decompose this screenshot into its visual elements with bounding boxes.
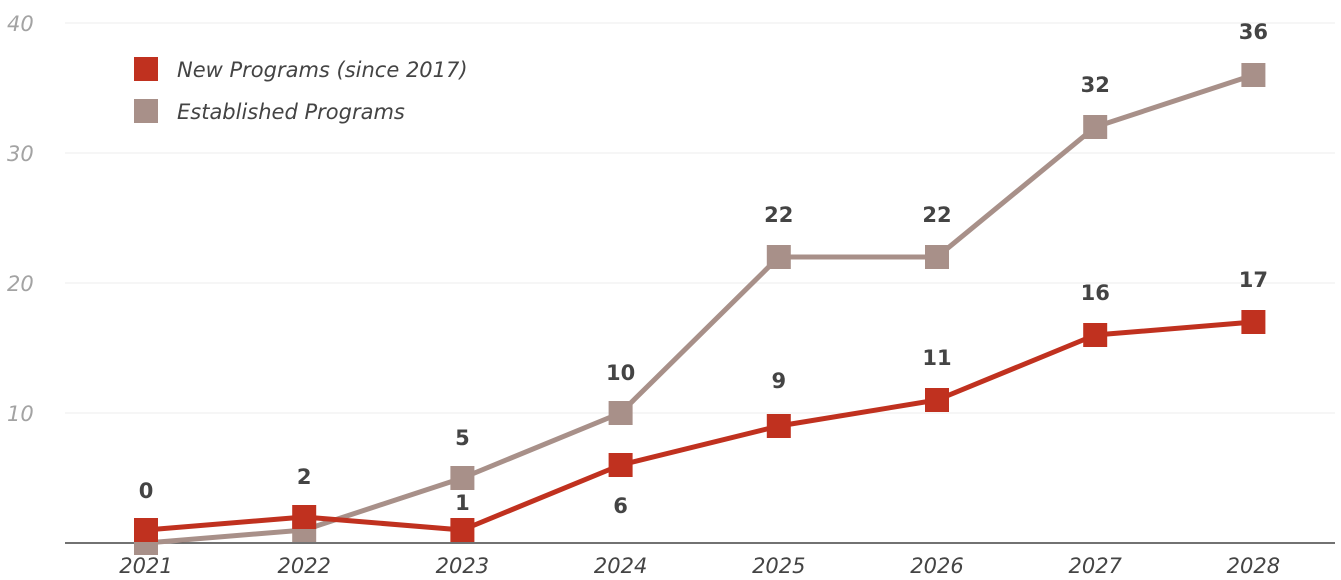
data-label-new-programs-2027: 16 xyxy=(1081,281,1110,305)
data-label-new-programs-2022: 2 xyxy=(297,465,312,489)
data-point-established-programs-2025 xyxy=(766,245,791,269)
data-point-new-programs-2025 xyxy=(766,414,791,438)
series-layer xyxy=(134,63,1266,555)
x-tick-label-2021: 2021 xyxy=(119,554,172,578)
data-point-established-programs-2027 xyxy=(1083,115,1108,139)
x-tick-label-2025: 2025 xyxy=(752,554,805,578)
legend-swatch-new-programs xyxy=(134,57,158,81)
x-tick-label-2028: 2028 xyxy=(1227,554,1280,578)
legend: New Programs (since 2017) Established Pr… xyxy=(134,57,468,124)
data-point-new-programs-2023 xyxy=(450,518,475,542)
series-line-new-programs xyxy=(145,319,1254,533)
data-label-established-programs-2023: 5 xyxy=(455,426,470,450)
data-point-new-programs-2021 xyxy=(134,518,158,542)
data-point-established-programs-2024 xyxy=(608,401,633,425)
data-label-new-programs-2028: 17 xyxy=(1239,268,1268,292)
data-point-new-programs-2028 xyxy=(1241,310,1266,334)
data-label-new-programs-2025: 9 xyxy=(771,369,786,393)
legend-label-new-programs: New Programs (since 2017) xyxy=(177,58,468,82)
data-point-established-programs-2026 xyxy=(925,245,949,269)
x-tick-label-2022: 2022 xyxy=(277,554,330,578)
x-tick-label-2023: 2023 xyxy=(436,554,489,578)
x-tick-label-2027: 2027 xyxy=(1068,554,1122,578)
grid-layer xyxy=(65,22,1335,414)
x-axis-ticks: 2021 2022 2023 2024 2025 2026 2027 2028 xyxy=(119,554,1280,578)
series-line-established-programs xyxy=(145,72,1255,546)
x-tick-label-2026: 2026 xyxy=(910,554,963,578)
data-point-new-programs-2027 xyxy=(1083,323,1108,347)
y-tick-label-20: 20 xyxy=(7,272,34,296)
data-label-established-programs-2027: 32 xyxy=(1081,73,1110,97)
x-tick-label-2024: 2024 xyxy=(594,554,647,578)
data-label-established-programs-2028: 36 xyxy=(1239,20,1268,44)
data-point-new-programs-2024 xyxy=(608,453,633,477)
data-point-new-programs-2022 xyxy=(292,505,317,529)
data-label-established-programs-2024: 10 xyxy=(606,361,635,385)
y-tick-label-30: 30 xyxy=(7,142,34,166)
legend-label-established-programs: Established Programs xyxy=(177,100,405,124)
data-point-established-programs-2023 xyxy=(450,466,475,490)
data-label-established-programs-2026: 22 xyxy=(922,203,951,227)
y-axis-ticks: 10 20 30 40 xyxy=(7,12,34,426)
data-point-new-programs-2026 xyxy=(925,388,949,412)
data-label-new-programs-2024: 6 xyxy=(613,494,628,518)
data-label-established-programs-2025: 22 xyxy=(764,203,793,227)
y-tick-label-40: 40 xyxy=(7,12,34,36)
data-label-new-programs-2023: 1 xyxy=(455,491,470,515)
legend-swatch-established-programs xyxy=(134,99,158,123)
data-point-established-programs-2028 xyxy=(1241,63,1266,87)
y-tick-label-10: 10 xyxy=(7,402,34,426)
data-label-new-programs-2026: 11 xyxy=(922,346,951,370)
data-label-new-programs-2021: 0 xyxy=(139,479,154,503)
